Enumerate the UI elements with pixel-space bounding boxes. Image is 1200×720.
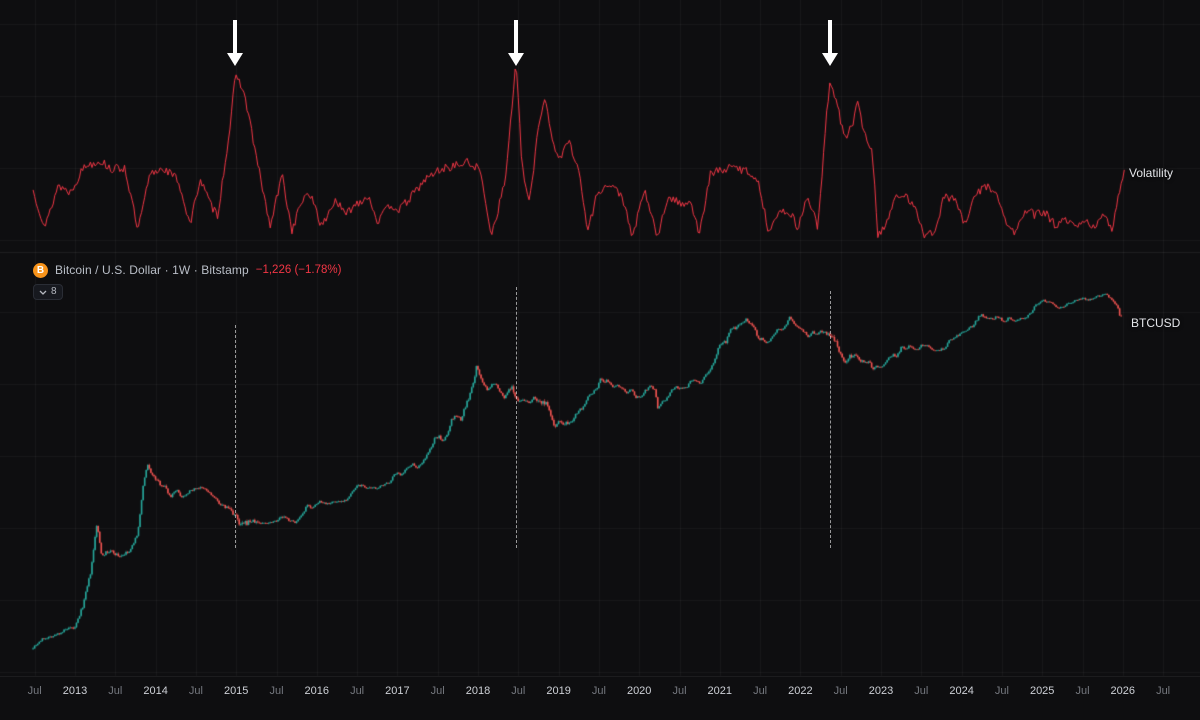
- dashed-marker-line[interactable]: [235, 325, 236, 548]
- time-axis-label: Jul: [511, 685, 526, 697]
- dashed-marker-line[interactable]: [516, 287, 517, 548]
- time-axis-label: 2022: [788, 685, 813, 697]
- time-axis-label: Jul: [1075, 685, 1090, 697]
- time-axis-label: Jul: [269, 685, 284, 697]
- arrow-shaft: [513, 20, 518, 53]
- chevron-down-icon: [39, 290, 47, 295]
- time-axis-label: 2026: [1110, 685, 1136, 697]
- objects-count: 8: [51, 286, 57, 297]
- time-axis-label: 2013: [62, 685, 88, 697]
- time-axis-label: 2025: [1029, 685, 1055, 697]
- bitcoin-icon: B: [33, 263, 48, 278]
- time-axis-label: Jul: [350, 685, 365, 697]
- time-axis-label: 2024: [949, 685, 974, 697]
- time-axis-label: 2023: [868, 685, 894, 697]
- arrow-shaft: [233, 20, 238, 53]
- time-axis-label: Jul: [672, 685, 687, 697]
- symbol-title[interactable]: Bitcoin / U.S. Dollar · 1W · Bitstamp: [55, 263, 249, 277]
- time-axis-label: Jul: [430, 685, 445, 697]
- symbol-change: −1,226 (−1.78%): [255, 264, 342, 276]
- time-axis-label: 2016: [304, 685, 330, 697]
- arrow-head: [227, 53, 244, 66]
- time-axis-label: 2018: [465, 685, 491, 697]
- time-axis-label: 2021: [707, 685, 733, 697]
- time-axis-label: Jul: [27, 685, 42, 697]
- time-axis-label: Jul: [833, 685, 848, 697]
- dashed-marker-line[interactable]: [830, 291, 831, 548]
- event-arrow[interactable]: [507, 20, 524, 66]
- arrow-shaft: [828, 20, 833, 53]
- event-arrow[interactable]: [822, 20, 839, 66]
- arrow-head: [507, 53, 524, 66]
- btcusd-label[interactable]: BTCUSD: [1131, 316, 1181, 330]
- time-axis-label: 2015: [223, 685, 249, 697]
- volatility-label[interactable]: Volatility: [1129, 166, 1174, 180]
- time-axis-label: Jul: [1156, 685, 1171, 697]
- time-axis-label: Jul: [188, 685, 203, 697]
- objects-count-badge[interactable]: 8: [33, 284, 63, 300]
- time-axis-label: 2019: [546, 685, 571, 697]
- time-axis[interactable]: Jul 2013 Jul 2014 Jul 2015 Jul 2016 Jul 2017 Jul 20…: [0, 676, 1200, 720]
- time-axis-label: 2014: [143, 685, 168, 697]
- time-axis-label: Jul: [591, 685, 606, 697]
- symbol-info: B Bitcoin / U.S. Dollar · 1W · Bitstamp …: [33, 263, 341, 278]
- event-arrow[interactable]: [227, 20, 244, 66]
- time-axis-label: 2017: [385, 685, 410, 697]
- time-axis-label: Jul: [753, 685, 768, 697]
- time-axis-label: Jul: [994, 685, 1009, 697]
- time-axis-label: Jul: [108, 685, 123, 697]
- time-axis-label: Jul: [914, 685, 929, 697]
- arrow-head: [822, 53, 839, 66]
- time-axis-label: 2020: [626, 685, 652, 697]
